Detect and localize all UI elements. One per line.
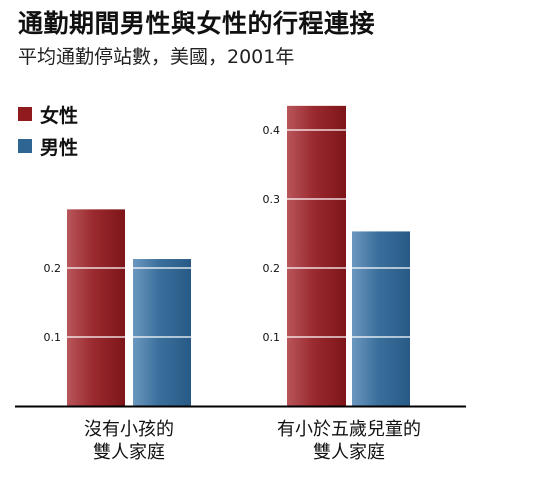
category-label-1-line-1: 沒有小孩的 [84, 419, 174, 440]
category-label-2-line-1: 有小於五歲兒童的 [277, 419, 421, 440]
legend: 女性 男性 [18, 101, 78, 165]
tick-label-2-0.2: 0.2 [263, 262, 281, 275]
legend-label-women: 女性 [40, 104, 79, 127]
legend-item-men: 男性 [18, 133, 78, 159]
legend-swatch-men [18, 139, 32, 153]
category-label-2-line-2: 雙人家庭 [313, 442, 385, 463]
tick-label-2-0.4: 0.4 [263, 124, 281, 137]
category-label-1-line-2: 雙人家庭 [93, 442, 165, 463]
tick-label-1-0.2: 0.2 [44, 262, 62, 275]
legend-item-women: 女性 [18, 101, 78, 127]
chart-title: 通勤期間男性與女性的行程連接 [18, 9, 376, 38]
tick-label-2-0.3: 0.3 [263, 193, 281, 206]
legend-swatch-women [18, 107, 32, 121]
bar-men-1 [133, 259, 191, 406]
tick-label-2-0.1: 0.1 [263, 331, 281, 344]
legend-label-men: 男性 [40, 136, 79, 159]
bar-women-2 [287, 105, 346, 406]
bar-men-2 [352, 231, 410, 406]
bar-women-1 [67, 209, 125, 406]
chart-subtitle: 平均通勤停站數，美國，2001年 [18, 46, 295, 68]
tick-label-1-0.1: 0.1 [44, 331, 62, 344]
